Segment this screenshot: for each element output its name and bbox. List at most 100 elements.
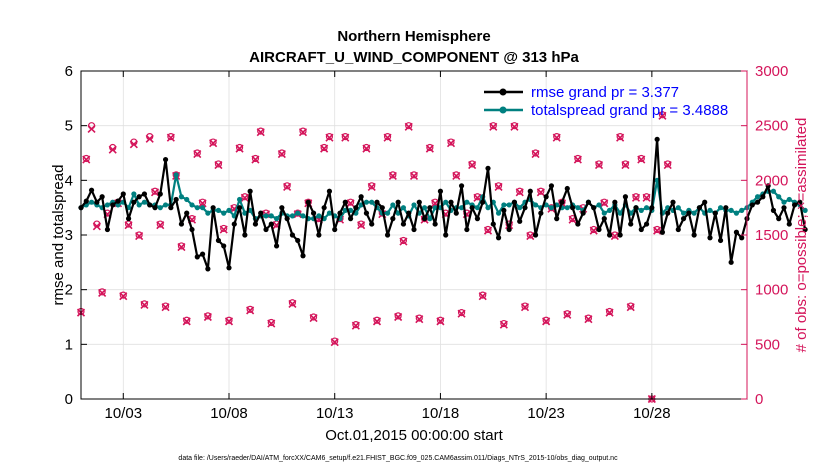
x-axis-ticks: 10/03 10/08 10/13 10/18 10/23 10/28 xyxy=(105,71,671,422)
assimilated-stroke xyxy=(409,171,419,181)
assimilated-stroke xyxy=(367,182,376,191)
rmse-point xyxy=(347,216,354,222)
totalspread-point xyxy=(532,202,539,208)
rmse-point xyxy=(580,210,586,216)
assimilated-stroke xyxy=(436,317,445,326)
assimilated-point xyxy=(520,303,530,312)
rmse-point xyxy=(585,199,592,205)
rmse-point xyxy=(569,205,576,211)
totalspread-point xyxy=(215,207,222,213)
assimilated-point xyxy=(404,122,413,131)
assimilated-stroke xyxy=(246,306,255,315)
possible-point xyxy=(632,193,640,201)
totalspread-point xyxy=(638,207,644,213)
possible-point xyxy=(616,133,624,141)
totalspread-point xyxy=(178,194,185,200)
x-tick-label: 10/28 xyxy=(633,405,671,422)
rmse-point xyxy=(147,202,153,208)
rmse-point xyxy=(152,205,158,211)
rmse-point xyxy=(728,259,734,265)
assimilated-stroke xyxy=(584,315,593,324)
totalspread-point xyxy=(88,199,95,205)
possible-point xyxy=(368,182,376,190)
y-left-tick-label: 5 xyxy=(65,118,73,135)
assimilated-point xyxy=(98,288,107,298)
rmse-point xyxy=(786,221,792,227)
assimilated-point xyxy=(309,314,318,323)
totalspread-point xyxy=(485,205,491,211)
rmse-point xyxy=(395,199,401,205)
assimilated-point xyxy=(277,150,286,159)
rmse-point xyxy=(369,221,375,227)
rmse-point xyxy=(596,226,602,233)
assimilated-point xyxy=(415,315,424,324)
rmse-point xyxy=(94,199,100,205)
rmse-point xyxy=(665,210,671,216)
rmse-point xyxy=(194,254,200,260)
possible-point xyxy=(177,242,186,250)
assimilated-point xyxy=(584,315,593,324)
assimilated-stroke xyxy=(256,128,265,137)
assimilated-stroke xyxy=(399,237,408,246)
possible-point xyxy=(257,127,265,135)
rmse-point xyxy=(443,232,449,238)
assimilated-point xyxy=(325,133,334,142)
assimilated-point xyxy=(145,134,154,143)
possible-point xyxy=(664,160,672,168)
rmse-point xyxy=(173,196,179,203)
totalspread-point xyxy=(606,207,613,213)
rmse-point xyxy=(548,183,555,189)
y-right-tick-label: 500 xyxy=(755,336,780,353)
totalspread-point xyxy=(162,202,169,208)
possible-point xyxy=(584,314,593,322)
assimilated-point xyxy=(637,155,646,164)
rmse-point xyxy=(622,194,629,200)
assimilated-point xyxy=(119,292,128,301)
assimilated-stroke xyxy=(98,288,107,298)
assimilated-point xyxy=(383,133,392,142)
totalspread-point xyxy=(226,207,232,213)
possible-point xyxy=(294,209,302,217)
possible-point xyxy=(605,307,614,316)
assimilated-stroke xyxy=(341,133,350,142)
assimilated-stroke xyxy=(182,317,191,326)
rmse-point xyxy=(205,266,211,272)
rmse-point xyxy=(321,205,327,211)
possible-point xyxy=(362,143,371,152)
totalspread-point xyxy=(802,207,808,213)
assimilated-stroke xyxy=(346,199,355,208)
totalspread-point xyxy=(443,199,449,205)
assimilated-point xyxy=(399,237,408,246)
rmse-point xyxy=(469,205,475,211)
rmse-point xyxy=(136,194,142,200)
totalspread-point xyxy=(680,210,687,216)
totalspread-point xyxy=(131,191,137,197)
assimilated-stroke xyxy=(357,221,366,230)
rmse-point xyxy=(453,210,459,216)
x-axis-label: Oct.01,2015 00:00:00 start xyxy=(325,427,503,444)
possible-point xyxy=(241,193,249,201)
rmse-point xyxy=(157,191,163,197)
assimilated-point xyxy=(457,309,466,318)
assimilated-point xyxy=(658,111,667,120)
totalspread-point xyxy=(189,202,195,208)
rmse-point xyxy=(659,229,666,235)
assimilated-point xyxy=(177,242,186,252)
rmse-point xyxy=(247,188,253,194)
assimilated-stroke xyxy=(552,133,561,142)
possible-point xyxy=(193,149,201,157)
possible-point xyxy=(642,193,651,201)
rmse-point xyxy=(88,187,95,193)
assimilated-point xyxy=(150,188,160,197)
rmse-point xyxy=(432,221,438,227)
rmse-point xyxy=(416,199,422,205)
assimilated-stroke xyxy=(637,155,646,164)
totalspread-point xyxy=(184,196,190,203)
rmse-point xyxy=(99,194,105,200)
possible-point xyxy=(278,149,286,157)
assimilated-point xyxy=(552,133,561,142)
assimilated-stroke xyxy=(610,232,619,241)
rmse-point xyxy=(273,243,280,249)
assimilated-point xyxy=(357,221,366,230)
